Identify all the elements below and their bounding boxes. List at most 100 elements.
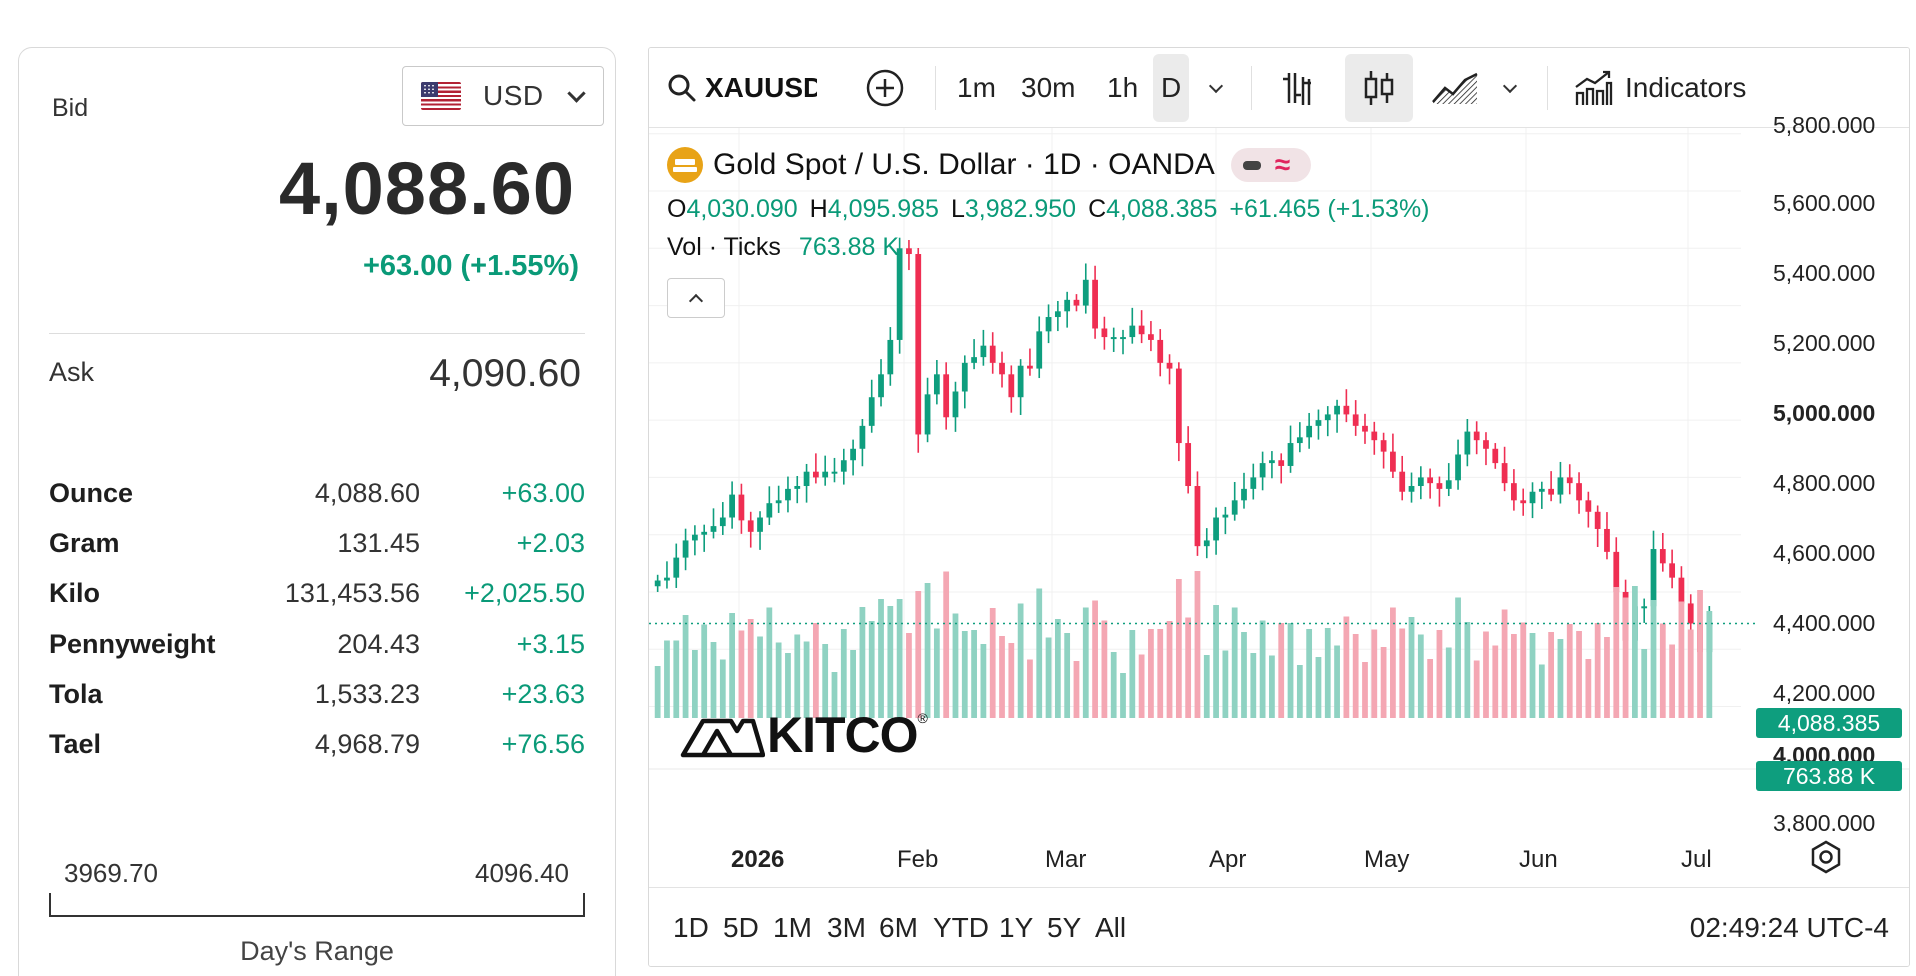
candle xyxy=(682,540,689,558)
volume-bar xyxy=(1334,645,1340,718)
volume-bar xyxy=(1027,659,1033,718)
candle xyxy=(1017,365,1024,398)
x-axis-label: 2026 xyxy=(731,846,785,873)
candle xyxy=(1073,299,1080,306)
candle xyxy=(1511,483,1517,501)
interval-1h[interactable]: 1h xyxy=(1107,72,1139,103)
candle xyxy=(1566,477,1573,484)
unit-row-gram: Gram 131.45 +2.03 xyxy=(49,528,585,578)
volume-bar xyxy=(850,650,856,718)
market-status-toggle[interactable]: ≈ xyxy=(1230,148,1311,182)
volume-bar xyxy=(1362,662,1368,718)
candle xyxy=(1269,460,1275,464)
bar-chart-button[interactable] xyxy=(1281,48,1315,128)
symbol-search[interactable]: XAUUSD xyxy=(667,48,817,128)
volume-bar xyxy=(1557,639,1564,718)
volume-bar xyxy=(1566,624,1573,718)
chart-type-dropdown[interactable] xyxy=(1502,48,1518,128)
dash-icon xyxy=(1242,160,1261,170)
open-value: 4,030.090 xyxy=(686,194,798,223)
volume-bar xyxy=(980,644,987,718)
volume-bar xyxy=(1203,655,1210,718)
candle xyxy=(1027,365,1033,369)
volume-bar xyxy=(822,644,829,718)
volume-bar xyxy=(1148,629,1154,718)
volume-bar xyxy=(664,640,670,718)
candle xyxy=(1417,477,1424,487)
candle xyxy=(1687,603,1694,624)
range-6m[interactable]: 6M xyxy=(879,912,918,943)
volume-bar xyxy=(840,629,847,718)
chart-settings-button[interactable] xyxy=(1809,840,1843,881)
volume-bar xyxy=(1194,571,1201,718)
compare-symbol-button[interactable] xyxy=(865,48,905,128)
candle xyxy=(924,394,931,435)
volume-bar xyxy=(1659,623,1666,718)
candle xyxy=(785,488,791,501)
area-chart-button[interactable] xyxy=(1431,48,1479,128)
kitco-watermark: KITCO ® xyxy=(679,706,928,764)
volume-bar xyxy=(785,653,791,718)
interval-1m[interactable]: 1m xyxy=(957,72,996,103)
volume-bar xyxy=(1492,645,1499,718)
candle xyxy=(775,500,782,504)
price-chart[interactable] xyxy=(649,128,1910,887)
x-axis-label: May xyxy=(1364,846,1410,873)
range-1y[interactable]: 1Y xyxy=(999,912,1034,943)
volume-bar xyxy=(1129,630,1136,718)
range-1d[interactable]: 1D xyxy=(673,912,709,943)
open-label: O xyxy=(667,194,687,223)
volume-bar xyxy=(1641,649,1648,718)
bid-change: +63.00 (+1.55%) xyxy=(362,250,579,282)
active-chart-type-highlight xyxy=(1345,54,1413,122)
volume-bar xyxy=(1408,617,1415,718)
y-axis-label: 4,400.000 xyxy=(1773,610,1876,636)
unit-price: 131,453.56 xyxy=(284,578,420,609)
candle xyxy=(1678,577,1685,604)
candle xyxy=(1175,368,1182,444)
range-5d[interactable]: 5D xyxy=(723,912,759,943)
low-value: 3,982.950 xyxy=(964,194,1077,223)
indicators-icon xyxy=(1575,70,1613,105)
price-panel: USD Bid 4,088.60 +63.00 (+1.55%) Ask 4,0… xyxy=(18,47,616,976)
volume-bar xyxy=(1008,643,1015,718)
volume-bar xyxy=(719,659,726,718)
y-axis-label: 4,600.000 xyxy=(1773,540,1876,566)
volume-bar xyxy=(1390,607,1396,718)
candle xyxy=(1492,448,1499,464)
chart-widget: XAUUSD 1m 30m 1h D Indicators xyxy=(648,47,1910,967)
current-volume-tag: 763.88 K xyxy=(1756,761,1902,791)
volume-bar xyxy=(1501,609,1508,718)
range-all[interactable]: All xyxy=(1095,912,1127,943)
volume-label: Vol · Ticks xyxy=(667,232,781,261)
interval-d[interactable]: D xyxy=(1161,72,1182,103)
y-axis-label: 5,400.000 xyxy=(1773,260,1876,286)
interval-dropdown[interactable] xyxy=(1208,48,1224,128)
collapse-legend-button[interactable] xyxy=(667,278,725,318)
ask-price: 4,090.60 xyxy=(429,352,581,395)
volume-bar xyxy=(859,607,866,718)
volume-bar xyxy=(1464,622,1471,718)
candle xyxy=(1110,337,1117,340)
candles-button[interactable] xyxy=(1363,48,1395,128)
volume-bar xyxy=(747,619,754,718)
currency-dropdown[interactable]: USD xyxy=(402,66,604,126)
volume-bar xyxy=(1101,620,1108,718)
indicators-button[interactable]: Indicators xyxy=(1573,48,1746,128)
range-1m[interactable]: 1M xyxy=(773,912,812,943)
volume-bar xyxy=(1632,586,1638,718)
range-ytd[interactable]: YTD xyxy=(933,912,989,943)
volume-bar xyxy=(1296,665,1303,718)
range-5y[interactable]: 5Y xyxy=(1047,912,1082,943)
candle xyxy=(1576,483,1582,501)
volume-bar xyxy=(1650,600,1657,718)
range-3m[interactable]: 3M xyxy=(827,912,866,943)
candle xyxy=(887,339,894,375)
candle xyxy=(943,374,950,418)
volume-bar xyxy=(1604,637,1610,718)
unit-price: 204.43 xyxy=(337,628,420,659)
interval-30m[interactable]: 30m xyxy=(1021,72,1076,103)
candle xyxy=(896,248,903,340)
candle xyxy=(1464,431,1471,455)
symbol-name: XAUUSD xyxy=(705,72,817,103)
